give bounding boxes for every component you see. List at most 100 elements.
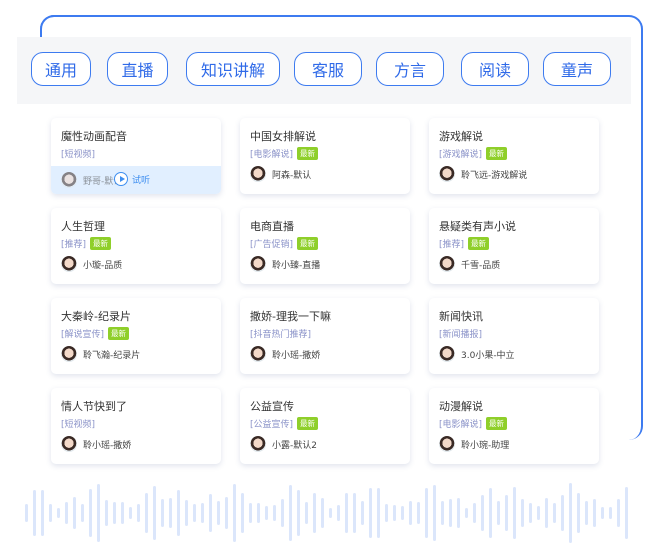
waveform-bar (233, 483, 236, 543)
waveform-bar (393, 505, 396, 521)
voice-name: 小璇-品质 (83, 260, 123, 271)
voice-name: 千雪-品质 (461, 260, 501, 271)
waveform-bar (521, 498, 524, 528)
voice-card[interactable]: 悬疑类有声小说 [推荐] 最新 千雪-品质 (429, 208, 599, 284)
avatar (439, 166, 455, 182)
waveform-bar (473, 502, 476, 524)
waveform-bar (513, 487, 516, 539)
waveform-bar (401, 506, 404, 520)
decorative-frame (40, 15, 643, 440)
waveform-bar (377, 488, 380, 538)
waveform-bar (105, 499, 108, 527)
voice-name: 野哥-默认 (83, 176, 123, 187)
waveform-bar (497, 501, 500, 525)
voice-info: 聆小臻-直播 (250, 256, 320, 272)
waveform-bar (561, 494, 564, 531)
waveform-bar (97, 484, 100, 542)
card-tag: [短视频] (61, 420, 96, 430)
voice-card[interactable]: 撒娇-理我一下嘛 [抖音热门推荐] 聆小瑶-撒娇 (240, 298, 410, 374)
waveform-bar (433, 484, 436, 542)
voice-card[interactable]: 公益宣传 [公益宣传] 最新 小露-默认2 (240, 388, 410, 464)
card-title: 魔性动画配音 (61, 130, 127, 143)
tab-4[interactable]: 方言 (376, 52, 444, 86)
waveform-bar (609, 506, 612, 520)
voice-card[interactable]: 动漫解说 [电影解说] 最新 聆小琬-助理 (429, 388, 599, 464)
waveform-bar (281, 499, 284, 527)
waveform-bar (537, 506, 540, 520)
card-tag: [公益宣传] (250, 420, 294, 430)
card-tag: [电影解说] (439, 420, 483, 430)
card-tag: [电影解说] (250, 150, 294, 160)
preview-button[interactable]: 试听 (114, 172, 150, 186)
voice-info: 小露-默认2 (250, 436, 317, 452)
waveform-bar (465, 507, 468, 519)
voice-card[interactable]: 中国女排解说 [电影解说] 最新阿森-默认 (240, 118, 410, 194)
voice-info: 野哥-默认 (61, 172, 122, 188)
new-badge: 最新 (297, 237, 319, 250)
card-title: 撒娇-理我一下嘛 (250, 310, 331, 323)
waveform-bar (145, 493, 148, 533)
waveform-bar (361, 501, 364, 525)
waveform-bar (257, 503, 260, 523)
voice-card[interactable]: 电商直播 [广告促销] 最新 聆小臻-直播 (240, 208, 410, 284)
waveform-bar (593, 499, 596, 527)
waveform-bar (505, 494, 508, 532)
waveform-bar (569, 483, 572, 543)
avatar (61, 436, 77, 452)
waveform-bar (129, 507, 132, 519)
voice-info: 聆飞瀚-纪录片 (61, 346, 140, 362)
voice-info: 聆小瑶-撒娇 (61, 436, 131, 452)
tab-0[interactable]: 通用 (31, 52, 91, 86)
waveform-bar (25, 504, 28, 522)
waveform-bar (273, 504, 276, 522)
card-title: 中国女排解说 (250, 130, 316, 143)
card-tag: [抖音热门推荐] (250, 330, 312, 340)
card-title: 动漫解说 (439, 400, 483, 413)
tab-5[interactable]: 阅读 (461, 52, 529, 86)
voice-name: 聆飞瀚-纪录片 (83, 350, 141, 361)
voice-name: 聆小琬-助理 (461, 440, 510, 451)
waveform-bar (33, 490, 36, 536)
waveform-bar (577, 492, 580, 533)
waveform-bar (65, 501, 68, 524)
voice-info: 千雪-品质 (439, 256, 500, 272)
avatar (250, 166, 266, 182)
waveform-bar (369, 487, 372, 539)
waveform-bar (553, 503, 556, 523)
card-title: 悬疑类有声小说 (439, 220, 516, 233)
voice-card[interactable]: 游戏解说 [游戏解说] 最新 聆飞远-游戏解说 (429, 118, 599, 194)
waveform-bar (113, 501, 116, 525)
waveform-bar (81, 503, 84, 523)
waveform-bar (177, 490, 180, 536)
waveform-bar (425, 488, 428, 538)
card-title: 人生哲理 (61, 220, 105, 233)
card-tag: [游戏解说] (439, 150, 483, 160)
waveform-bar (41, 490, 44, 536)
tab-3[interactable]: 客服 (294, 52, 362, 86)
new-badge: 最新 (297, 147, 319, 160)
new-badge: 最新 (468, 237, 490, 250)
new-badge: 最新 (108, 327, 130, 340)
voice-name: 阿森-默认 (272, 170, 312, 181)
voice-name: 聆小瑶-撒娇 (83, 440, 132, 451)
voice-card[interactable]: 魔性动画配音 [短视频] 野哥-默认 试听 (51, 118, 221, 194)
voice-info: 聆小瑶-撒娇 (250, 346, 320, 362)
waveform-bar (329, 508, 332, 518)
waveform-bar (625, 486, 628, 540)
voice-card[interactable]: 人生哲理 [推荐] 最新 小璇-品质 (51, 208, 221, 284)
waveform-bar (265, 506, 268, 520)
waveform-decoration (25, 478, 635, 548)
new-badge: 最新 (90, 237, 112, 250)
waveform-bar (417, 501, 420, 525)
tab-2[interactable]: 知识讲解 (186, 52, 280, 86)
waveform-bar (585, 500, 588, 526)
voice-card[interactable]: 情人节快到了 [短视频] 聆小瑶-撒娇 (51, 388, 221, 464)
voice-card[interactable]: 大秦岭-纪录片 [解说宣传] 最新 聆飞瀚-纪录片 (51, 298, 221, 374)
waveform-bar (345, 493, 348, 533)
avatar (250, 436, 266, 452)
tab-6[interactable]: 童声 (543, 52, 611, 86)
waveform-bar (169, 497, 172, 529)
tab-1[interactable]: 直播 (107, 52, 168, 86)
voice-card[interactable]: 新闻快讯 [新闻播报] 3.0小果-中立 (429, 298, 599, 374)
avatar (61, 256, 77, 272)
